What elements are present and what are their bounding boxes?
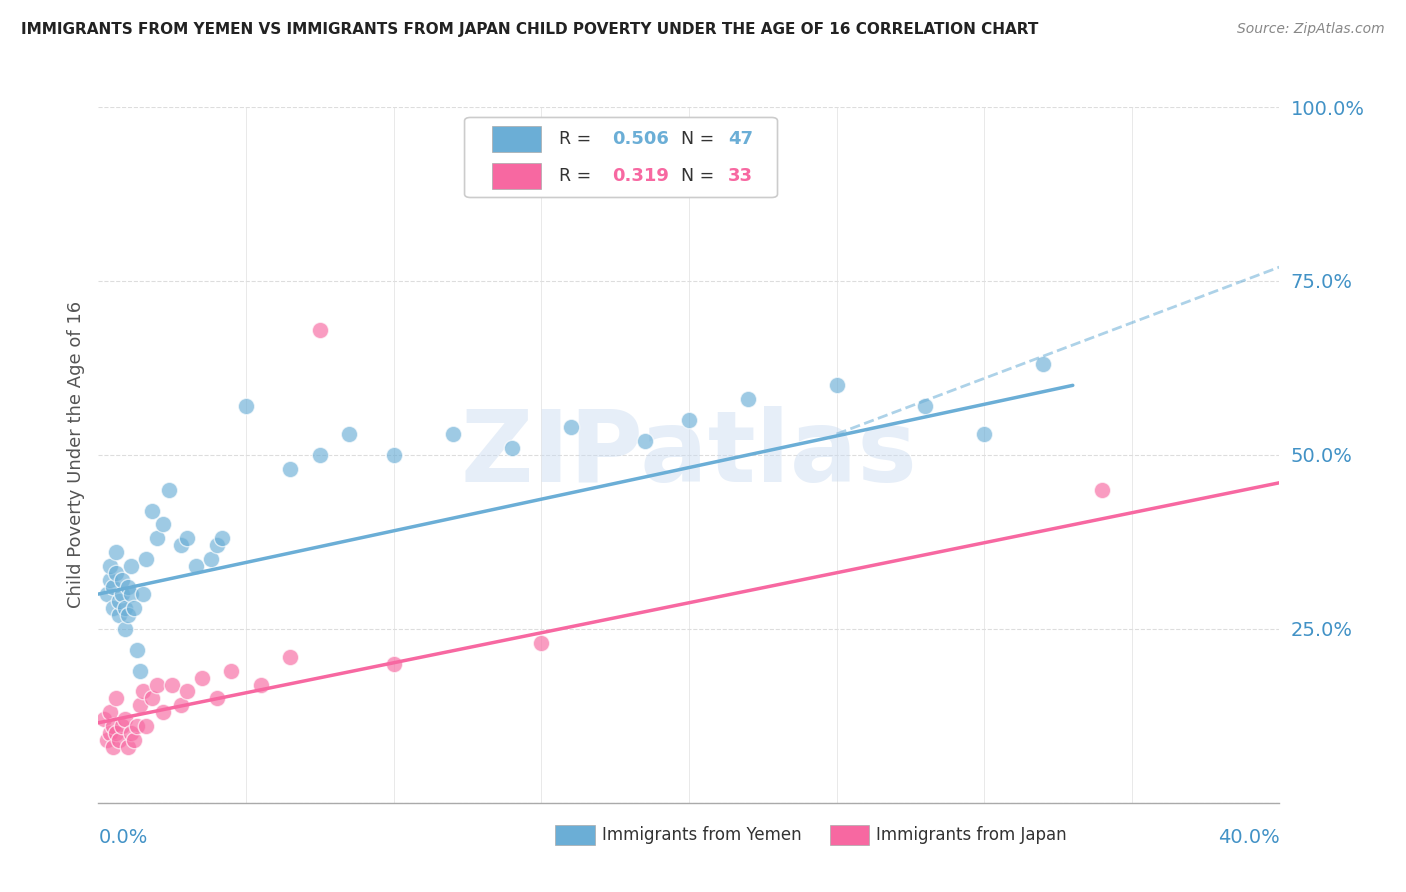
Point: [98, 726, 121, 740]
Text: Immigrants from Japan: Immigrants from Japan: [876, 826, 1067, 844]
Text: N =: N =: [681, 130, 720, 148]
Point: [111, 573, 134, 587]
Point: [96, 733, 118, 747]
FancyBboxPatch shape: [492, 162, 541, 189]
Text: Source: ZipAtlas.com: Source: ZipAtlas.com: [1237, 22, 1385, 37]
Point: [309, 448, 332, 462]
Point: [98, 706, 121, 720]
Point: [114, 622, 136, 636]
Point: [176, 532, 198, 546]
Point: [441, 427, 464, 442]
Point: [1032, 358, 1054, 372]
Point: [157, 483, 180, 497]
Text: 0.0%: 0.0%: [98, 828, 148, 847]
Point: [120, 726, 142, 740]
Point: [141, 691, 163, 706]
Point: [105, 726, 128, 740]
Point: [211, 532, 233, 546]
Point: [278, 649, 302, 664]
Point: [122, 601, 145, 615]
Point: [132, 684, 155, 698]
FancyBboxPatch shape: [492, 126, 541, 153]
Point: [96, 587, 118, 601]
Point: [125, 719, 148, 733]
Point: [128, 664, 150, 678]
Point: [191, 671, 214, 685]
Point: [105, 545, 128, 559]
Point: [501, 441, 523, 455]
Point: [120, 559, 142, 574]
Text: IMMIGRANTS FROM YEMEN VS IMMIGRANTS FROM JAPAN CHILD POVERTY UNDER THE AGE OF 16: IMMIGRANTS FROM YEMEN VS IMMIGRANTS FROM…: [21, 22, 1039, 37]
Point: [117, 607, 139, 622]
Point: [98, 573, 121, 587]
Point: [117, 740, 139, 755]
Point: [309, 323, 332, 337]
Point: [205, 691, 228, 706]
Point: [103, 580, 125, 594]
Point: [146, 677, 169, 691]
Text: 40.0%: 40.0%: [1218, 828, 1279, 847]
Text: 47: 47: [728, 130, 754, 148]
Point: [973, 427, 995, 442]
Text: ZIPatlas: ZIPatlas: [461, 407, 917, 503]
Point: [108, 733, 131, 747]
Point: [170, 698, 193, 713]
Point: [103, 601, 125, 615]
Point: [125, 642, 148, 657]
Point: [235, 399, 257, 413]
Point: [825, 378, 848, 392]
Point: [105, 691, 128, 706]
Point: [135, 719, 157, 733]
Y-axis label: Child Poverty Under the Age of 16: Child Poverty Under the Age of 16: [66, 301, 84, 608]
Point: [184, 559, 207, 574]
Point: [141, 503, 163, 517]
FancyBboxPatch shape: [464, 118, 778, 197]
Point: [120, 587, 142, 601]
Point: [105, 566, 128, 581]
Point: [108, 594, 131, 608]
Point: [103, 719, 125, 733]
Point: [382, 448, 405, 462]
Text: Immigrants from Yemen: Immigrants from Yemen: [602, 826, 801, 844]
Point: [146, 532, 169, 546]
Point: [117, 580, 139, 594]
Point: [250, 677, 273, 691]
Text: N =: N =: [681, 167, 720, 185]
Point: [114, 601, 136, 615]
Text: 0.506: 0.506: [612, 130, 669, 148]
Point: [114, 712, 136, 726]
Point: [914, 399, 936, 413]
Point: [111, 719, 134, 733]
Point: [152, 706, 174, 720]
Point: [98, 559, 121, 574]
Point: [93, 712, 115, 726]
Point: [278, 462, 302, 476]
Point: [135, 552, 157, 566]
Point: [560, 420, 582, 434]
Point: [1091, 483, 1114, 497]
Point: [122, 733, 145, 747]
Point: [162, 677, 183, 691]
Text: R =: R =: [560, 130, 596, 148]
Point: [530, 636, 553, 650]
Point: [219, 664, 242, 678]
Text: R =: R =: [560, 167, 596, 185]
Text: 33: 33: [728, 167, 754, 185]
Point: [633, 434, 655, 448]
Point: [176, 684, 198, 698]
Point: [200, 552, 222, 566]
Point: [337, 427, 360, 442]
Point: [128, 698, 150, 713]
Point: [170, 538, 193, 552]
Point: [205, 538, 228, 552]
Point: [737, 392, 759, 407]
Text: 0.319: 0.319: [612, 167, 669, 185]
Point: [111, 587, 134, 601]
Point: [132, 587, 155, 601]
Point: [382, 657, 405, 671]
Point: [103, 740, 125, 755]
Point: [108, 607, 131, 622]
Point: [678, 413, 700, 427]
Point: [152, 517, 174, 532]
